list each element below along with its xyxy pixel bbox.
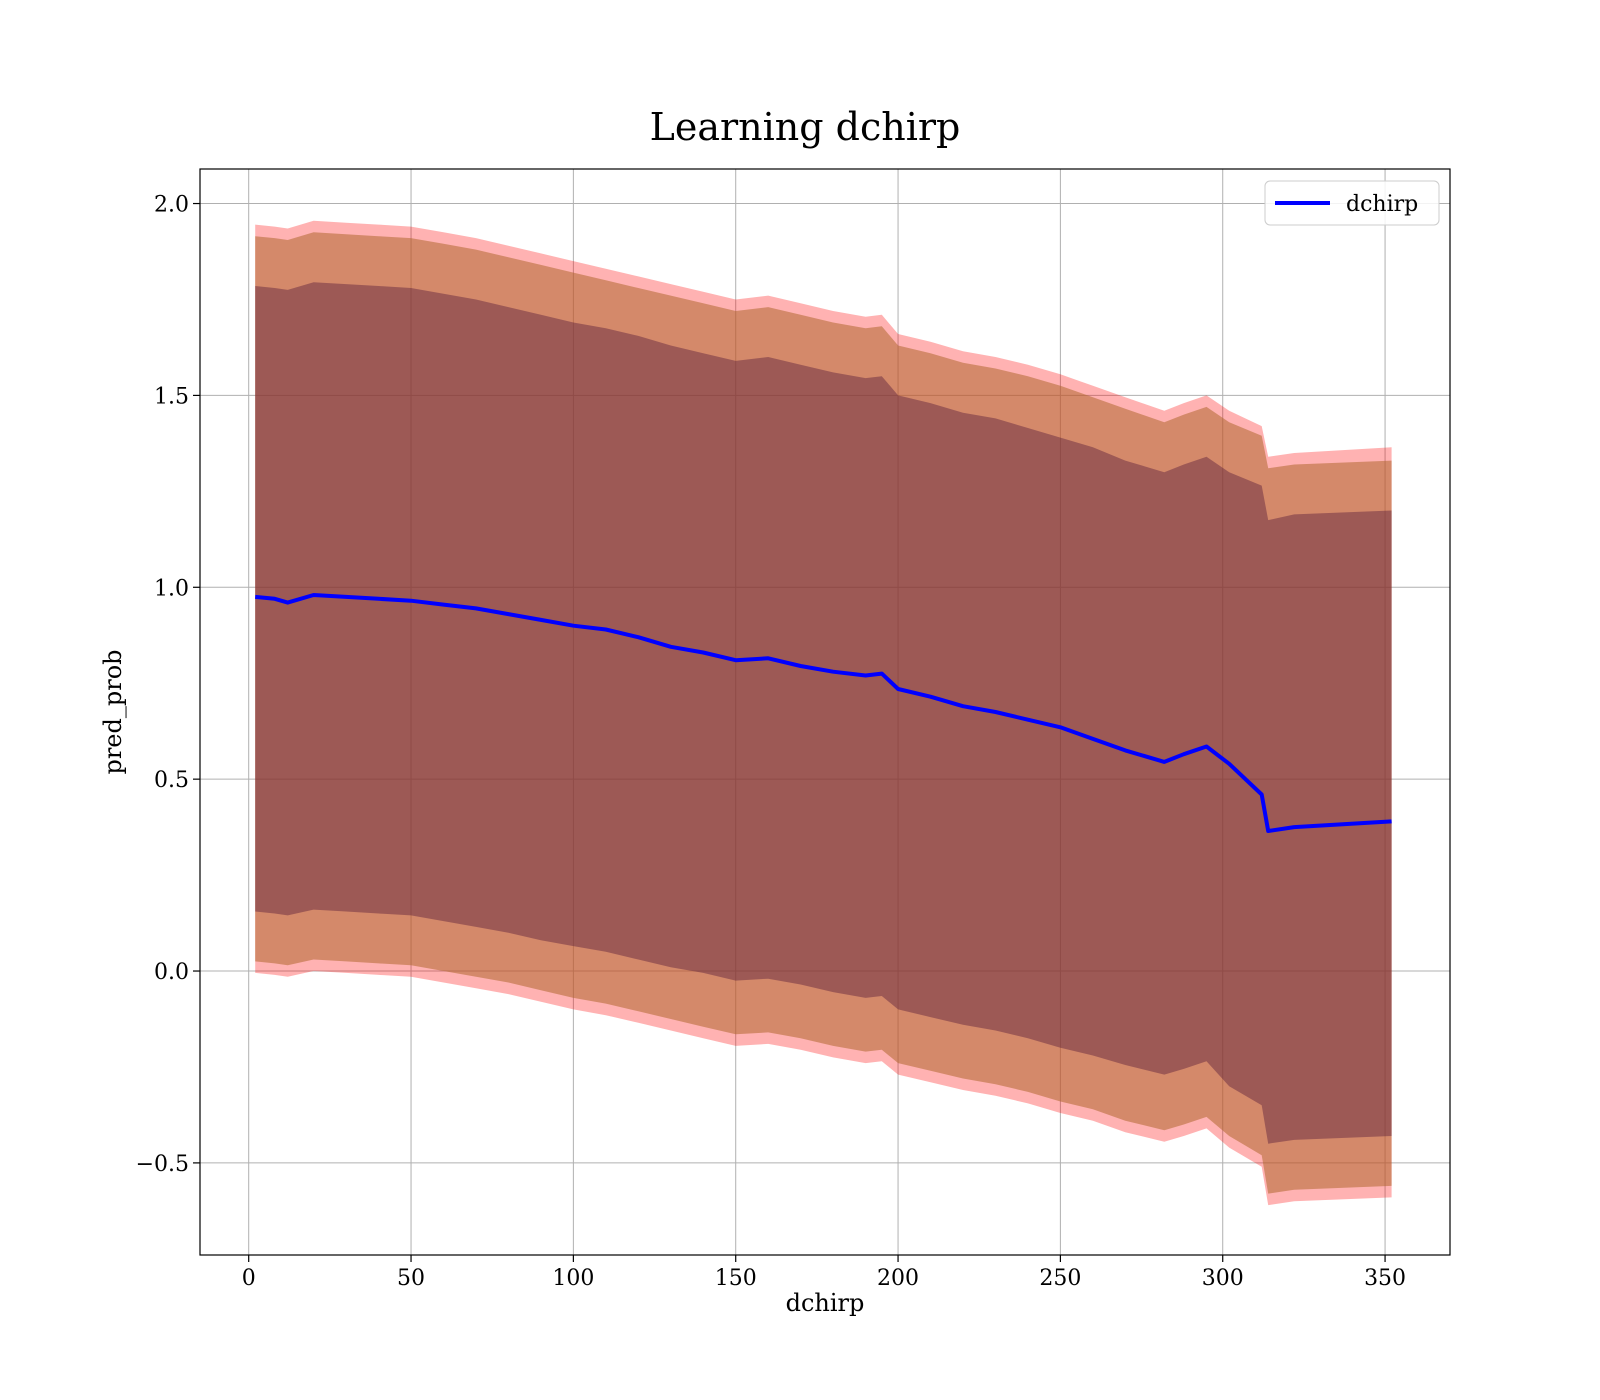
chart-title: Learning dchirp	[650, 105, 961, 149]
x-tick-label: 200	[877, 1266, 919, 1291]
legend: dchirp	[1264, 180, 1440, 226]
y-tick-label: 1.5	[154, 384, 189, 409]
y-tick-label: 1.0	[154, 576, 189, 601]
confidence-bands	[255, 220, 1392, 1206]
x-tick-label: 300	[1202, 1266, 1244, 1291]
y-tick-label: 0.0	[154, 960, 189, 985]
plot-frame	[199, 168, 1451, 1256]
legend-box	[1264, 180, 1440, 226]
x-tick-label: 50	[397, 1266, 425, 1291]
x-tick-label: 150	[715, 1266, 757, 1291]
band-inner	[255, 282, 1392, 1144]
axis-ticks: 0 50 100 150 200 250 300 350 −0.5 0.0 0.5 1.0 1.5 2.0	[136, 193, 1406, 1291]
x-tick-label: 350	[1364, 1266, 1406, 1291]
x-tick-label: 250	[1039, 1266, 1081, 1291]
y-axis-label: pred_prob	[99, 649, 127, 774]
legend-label-dchirp: dchirp	[1346, 192, 1418, 217]
y-tick-label: 0.5	[154, 768, 189, 793]
x-tick-label: 0	[242, 1266, 256, 1291]
band-middle	[255, 232, 1392, 1194]
x-tick-label: 100	[552, 1266, 594, 1291]
x-axis-label: dchirp	[786, 1289, 865, 1317]
series-line-dchirp	[255, 593, 1392, 833]
series-lines	[255, 593, 1392, 833]
y-tick-label: −0.5	[136, 1152, 189, 1177]
y-tick-label: 2.0	[154, 193, 189, 218]
